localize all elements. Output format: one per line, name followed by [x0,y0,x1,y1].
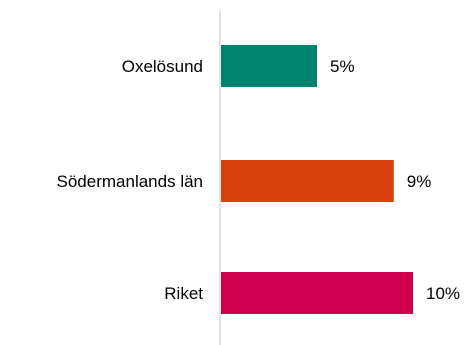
bar-2 [221,272,413,314]
category-label-0: Oxelösund [122,57,203,76]
value-label-2: 10% [426,284,460,303]
value-label-1: 9% [407,172,432,191]
value-label-0: 5% [330,57,355,76]
category-label-1: Södermanlands län [57,172,203,191]
bar-1 [221,160,394,202]
category-label-2: Riket [164,284,203,303]
bar-0 [221,45,317,87]
